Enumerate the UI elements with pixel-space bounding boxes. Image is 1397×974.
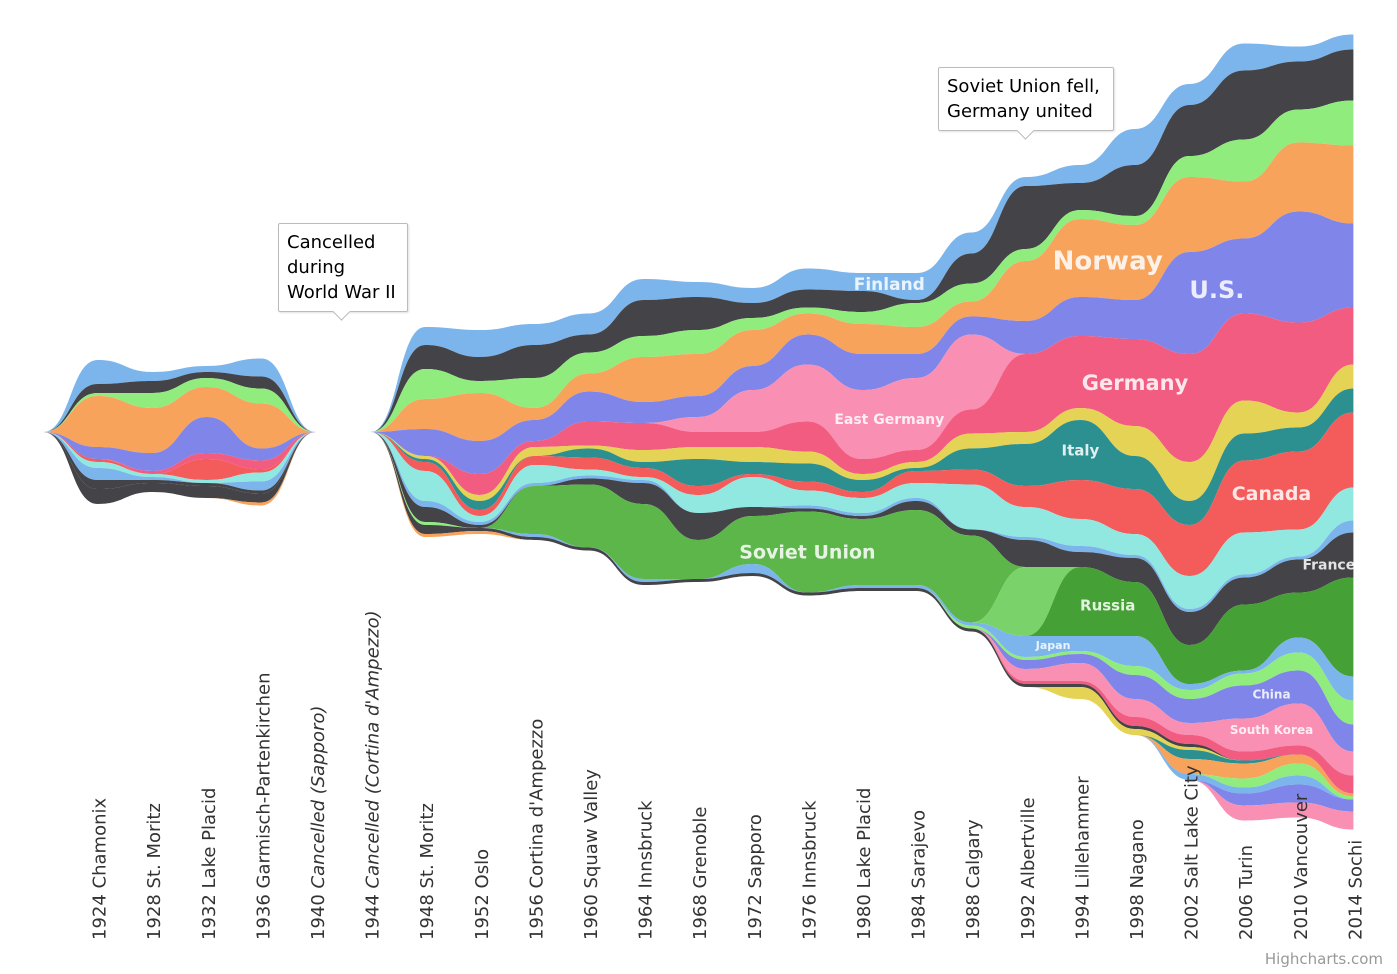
series-label: France bbox=[1302, 557, 1355, 573]
series-label: Germany bbox=[1082, 371, 1189, 395]
series-area-2[interactable] bbox=[43, 100, 1354, 433]
x-axis-label: 1988 Calgary bbox=[963, 819, 984, 940]
x-axis-label: 2014 Sochi bbox=[1345, 840, 1366, 940]
series-label: South Korea bbox=[1230, 723, 1313, 737]
annotation-soviet-union: Soviet Union fell, Germany united bbox=[938, 67, 1114, 140]
series-label: Canada bbox=[1232, 483, 1312, 505]
annotation-ww2: Cancelled during World War II bbox=[278, 223, 408, 321]
series-label: Russia bbox=[1080, 597, 1135, 615]
series-label: U.S. bbox=[1189, 276, 1244, 304]
series-area-u-s-[interactable] bbox=[43, 211, 1354, 475]
annotation-line: World War II bbox=[287, 282, 396, 303]
series-labels: Finland Norway U.S. East Germany Germany Ital… bbox=[739, 246, 1355, 737]
x-axis-label: 1984 Sarajevo bbox=[909, 810, 930, 940]
series-area-france[interactable] bbox=[43, 432, 1354, 645]
series-label: China bbox=[1252, 688, 1290, 702]
x-axis-label: 1940 Cancelled (Sapporo) bbox=[308, 705, 329, 940]
series-area-14[interactable] bbox=[43, 432, 1354, 645]
x-axis-label: 1976 Innsbruck bbox=[799, 800, 820, 940]
x-axis-label: 2002 Salt Lake City bbox=[1182, 765, 1203, 940]
series-area-23[interactable] bbox=[43, 432, 1354, 794]
series-label: Italy bbox=[1062, 441, 1100, 459]
x-axis-label: 1956 Cortina d'Ampezzo bbox=[526, 719, 547, 940]
annotation-line: Soviet Union fell, bbox=[947, 76, 1100, 97]
x-axis-label: 1936 Garmisch-Partenkirchen bbox=[253, 672, 274, 940]
x-axis-label: 1924 Chamonix bbox=[90, 798, 111, 940]
series-area-norway[interactable] bbox=[43, 142, 1354, 454]
x-axis-label: 1964 Innsbruck bbox=[636, 800, 657, 940]
x-axis-label: 2006 Turin bbox=[1236, 845, 1257, 940]
series-label: Finland bbox=[854, 275, 925, 295]
x-axis-label: 1948 St. Moritz bbox=[417, 803, 438, 940]
credits-link[interactable]: Highcharts.com bbox=[1264, 950, 1383, 968]
series-area-italy[interactable] bbox=[43, 388, 1354, 526]
x-axis-label: 2010 Vancouver bbox=[1291, 793, 1312, 940]
series-area-10[interactable] bbox=[43, 432, 1354, 609]
x-axis-label: 1928 St. Moritz bbox=[144, 803, 165, 940]
x-axis-label: 1994 Lillehammer bbox=[1072, 776, 1093, 940]
annotation-line: Germany united bbox=[947, 101, 1093, 122]
series-area-germany[interactable] bbox=[43, 307, 1354, 496]
series-area-russia[interactable] bbox=[43, 432, 1354, 684]
series-area-china[interactable] bbox=[43, 432, 1354, 752]
series-label: East Germany bbox=[834, 412, 944, 428]
series-areas bbox=[43, 34, 1354, 830]
x-axis-labels: 1924 Chamonix 1928 St. Moritz 1932 Lake Pl… bbox=[90, 610, 1367, 940]
series-label: Japan bbox=[1035, 639, 1071, 652]
series-area-finland[interactable] bbox=[43, 34, 1354, 433]
x-axis-label: 1968 Grenoble bbox=[690, 807, 711, 940]
series-label: Norway bbox=[1053, 246, 1163, 276]
series-area-1[interactable] bbox=[43, 49, 1354, 433]
x-axis-label: 1960 Squaw Valley bbox=[581, 769, 602, 940]
annotation-line: Cancelled bbox=[287, 232, 376, 253]
series-label: Soviet Union bbox=[739, 542, 875, 564]
x-axis-label: 1998 Nagano bbox=[1127, 819, 1148, 940]
x-axis-label: 1944 Cancelled (Cortina d'Ampezzo) bbox=[363, 610, 384, 940]
x-axis-label: 1932 Lake Placid bbox=[199, 788, 220, 940]
annotation-line: during bbox=[287, 257, 346, 278]
x-axis-label: 1972 Sapporo bbox=[745, 814, 766, 940]
x-axis-label: 1992 Albertville bbox=[1018, 797, 1039, 940]
series-area-south-korea[interactable] bbox=[43, 432, 1354, 776]
series-area-canada[interactable] bbox=[43, 412, 1354, 577]
x-axis-label: 1980 Lake Placid bbox=[854, 788, 875, 940]
x-axis-label: 1952 Oslo bbox=[472, 849, 493, 940]
